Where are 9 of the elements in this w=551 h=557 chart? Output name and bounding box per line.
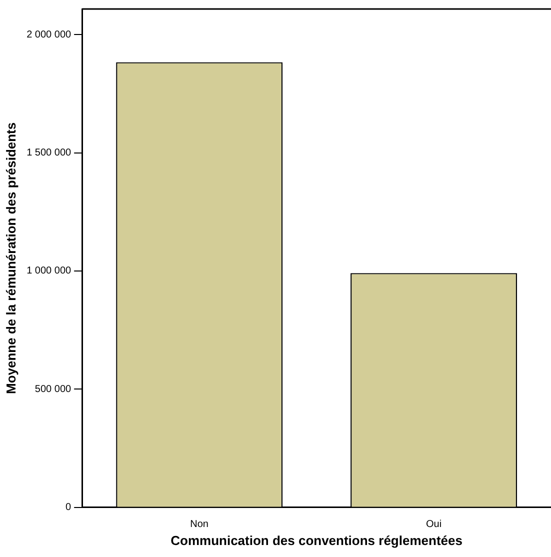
y-tick-label: 1 000 000 [26, 266, 72, 277]
x-tick-label: Oui [426, 519, 442, 530]
x-tick-label: Non [190, 519, 208, 530]
y-tick-label: 500 000 [34, 384, 72, 395]
x-axis-title: Communication des conventions réglementées [170, 532, 462, 548]
y-tick-label: 1 500 000 [26, 148, 72, 158]
y-tick-label: 0 [66, 502, 72, 514]
y-tick-label: 2 000 000 [26, 29, 72, 40]
y-axis-title: Moyenne de la rémunération des présidents [3, 122, 18, 394]
